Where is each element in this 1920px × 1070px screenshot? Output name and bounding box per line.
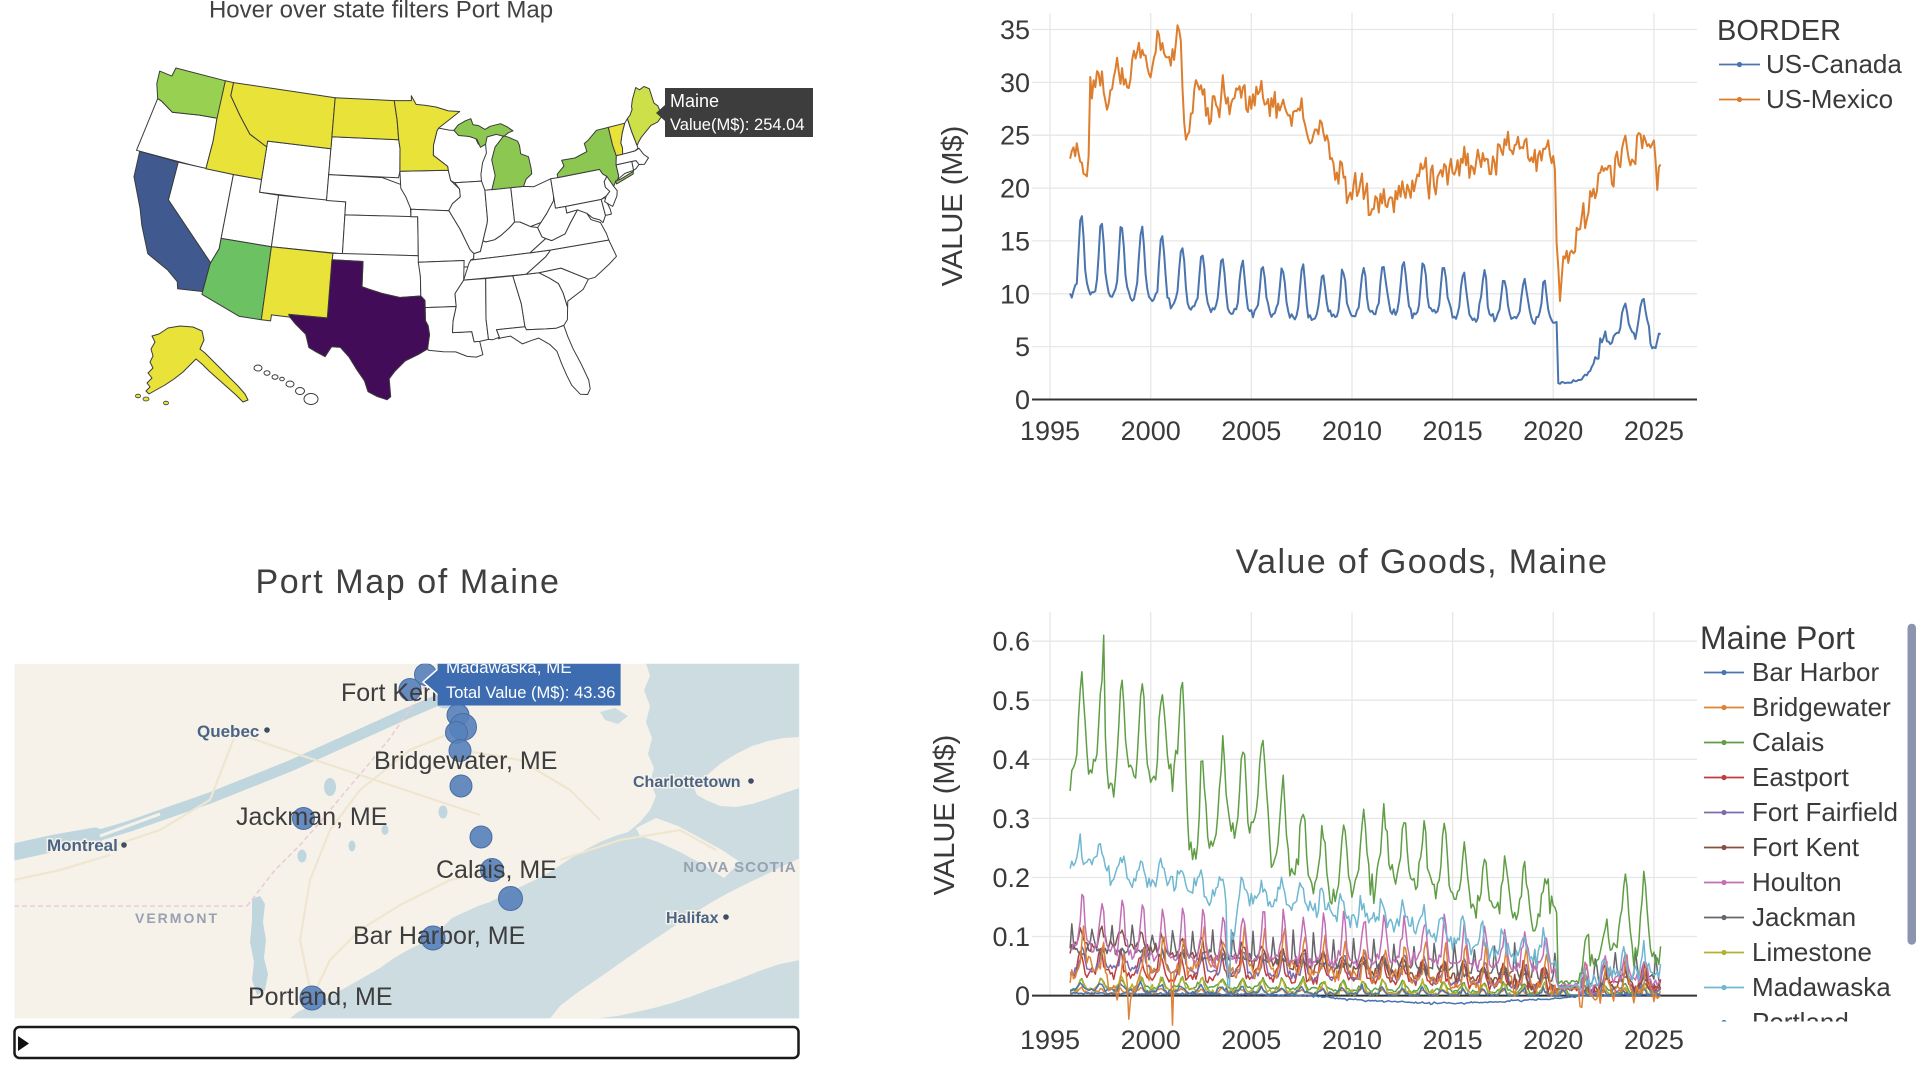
svg-text:NOVA SCOTIA: NOVA SCOTIA bbox=[683, 859, 797, 876]
svg-text:VALUE (M$): VALUE (M$) bbox=[937, 126, 969, 287]
svg-text:Charlottetown: Charlottetown bbox=[633, 774, 741, 791]
svg-text:1995: 1995 bbox=[1020, 416, 1080, 446]
svg-text:US-Mexico: US-Mexico bbox=[1766, 84, 1893, 114]
svg-text:Bar Harbor, ME: Bar Harbor, ME bbox=[353, 922, 525, 950]
svg-text:Bridgewater: Bridgewater bbox=[1752, 692, 1891, 722]
svg-text:2025: 2025 bbox=[1624, 1025, 1684, 1055]
svg-text:Total Value (M$): 43.36: Total Value (M$): 43.36 bbox=[446, 684, 615, 702]
svg-text:Eastport: Eastport bbox=[1752, 762, 1850, 792]
svg-text:0: 0 bbox=[1015, 981, 1030, 1011]
svg-text:Bridgewater, ME: Bridgewater, ME bbox=[374, 747, 557, 775]
svg-text:VERMONT: VERMONT bbox=[135, 910, 219, 926]
svg-text:Port Map of Maine: Port Map of Maine bbox=[256, 563, 561, 601]
svg-text:0.3: 0.3 bbox=[992, 804, 1030, 834]
svg-text:VALUE (M$): VALUE (M$) bbox=[929, 735, 961, 896]
svg-text:0: 0 bbox=[1015, 385, 1030, 415]
svg-text:Maine Port: Maine Port bbox=[1700, 620, 1855, 656]
svg-text:2005: 2005 bbox=[1221, 1025, 1281, 1055]
svg-text:2020: 2020 bbox=[1523, 1025, 1583, 1055]
svg-text:5: 5 bbox=[1015, 332, 1030, 362]
svg-text:20: 20 bbox=[1000, 174, 1030, 204]
svg-text:Calais, ME: Calais, ME bbox=[436, 856, 557, 884]
svg-text:2000: 2000 bbox=[1121, 416, 1181, 446]
svg-text:Houlton: Houlton bbox=[1752, 867, 1842, 897]
svg-text:BORDER: BORDER bbox=[1717, 15, 1841, 47]
svg-text:Jackman, ME: Jackman, ME bbox=[236, 803, 387, 831]
svg-text:Quebec: Quebec bbox=[197, 722, 259, 741]
svg-text:Bar Harbor: Bar Harbor bbox=[1752, 657, 1879, 687]
svg-text:0.5: 0.5 bbox=[992, 686, 1030, 716]
svg-text:Calais: Calais bbox=[1752, 727, 1824, 757]
svg-text:Hover over state filters Port: Hover over state filters Port Map bbox=[209, 0, 553, 24]
svg-text:1995: 1995 bbox=[1020, 1025, 1080, 1055]
svg-text:Limestone: Limestone bbox=[1752, 937, 1872, 967]
svg-text:2010: 2010 bbox=[1322, 416, 1382, 446]
svg-text:Portland, ME: Portland, ME bbox=[248, 983, 393, 1011]
svg-text:30: 30 bbox=[1000, 68, 1030, 98]
svg-text:2000: 2000 bbox=[1121, 1025, 1181, 1055]
svg-text:Fort Kent: Fort Kent bbox=[1752, 832, 1860, 862]
svg-text:Portland: Portland bbox=[1752, 1007, 1849, 1037]
svg-text:35: 35 bbox=[1000, 15, 1030, 45]
svg-text:0.2: 0.2 bbox=[992, 863, 1030, 893]
svg-text:0.1: 0.1 bbox=[992, 922, 1030, 952]
svg-text:Madawaska: Madawaska bbox=[1752, 972, 1891, 1002]
svg-text:Value(M$): 254.04: Value(M$): 254.04 bbox=[670, 116, 805, 134]
svg-text:25: 25 bbox=[1000, 121, 1030, 151]
svg-text:2005: 2005 bbox=[1221, 416, 1281, 446]
svg-text:0.6: 0.6 bbox=[992, 627, 1030, 657]
svg-text:Value of Goods, Maine: Value of Goods, Maine bbox=[1236, 543, 1609, 581]
svg-text:Montreal: Montreal bbox=[47, 836, 118, 855]
svg-text:2015: 2015 bbox=[1423, 416, 1483, 446]
svg-text:2020: 2020 bbox=[1523, 416, 1583, 446]
svg-text:15: 15 bbox=[1000, 226, 1030, 256]
svg-text:2010: 2010 bbox=[1322, 1025, 1382, 1055]
svg-text:10: 10 bbox=[1000, 279, 1030, 309]
svg-text:Halifax: Halifax bbox=[666, 910, 719, 927]
svg-text:Jackman: Jackman bbox=[1752, 902, 1856, 932]
svg-text:2025: 2025 bbox=[1624, 416, 1684, 446]
svg-text:Maine: Maine bbox=[670, 91, 719, 111]
svg-text:US-Canada: US-Canada bbox=[1766, 49, 1902, 79]
svg-text:0.4: 0.4 bbox=[992, 745, 1030, 775]
svg-text:Fort Fairfield: Fort Fairfield bbox=[1752, 797, 1898, 827]
svg-text:Madawaska, ME: Madawaska, ME bbox=[446, 658, 572, 677]
svg-text:2015: 2015 bbox=[1423, 1025, 1483, 1055]
